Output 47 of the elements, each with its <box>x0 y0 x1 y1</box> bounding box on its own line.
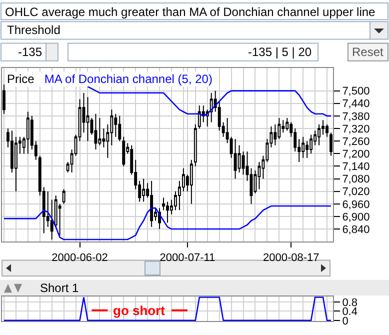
candlestick <box>310 134 313 154</box>
y-tick-label: 6,840 <box>342 224 370 236</box>
y-tick-label: 6,960 <box>342 198 370 211</box>
y-tick-label: 7,320 <box>342 123 370 136</box>
candlestick <box>150 180 154 228</box>
x-tick-label: 2000-06-02 <box>52 252 108 264</box>
series-label: MA of Donchian channel (5, 20) <box>44 72 212 86</box>
candlestick <box>210 92 213 123</box>
candlestick <box>194 124 197 167</box>
candlestick <box>62 188 66 204</box>
y-tick-label: 7,020 <box>342 186 370 198</box>
y-tick-label: 7,200 <box>342 148 370 160</box>
x-tick-label: 2000-07-11 <box>160 252 216 264</box>
candlestick <box>98 118 102 146</box>
series-label: Price <box>7 72 35 86</box>
line-series <box>3 205 332 240</box>
candlestick <box>26 111 30 154</box>
y-tick-label: 6,900 <box>342 211 370 224</box>
candlestick <box>86 96 90 142</box>
y-tick-label: 7,080 <box>342 174 370 186</box>
candlestick <box>94 113 98 150</box>
y-tick-label: 7,260 <box>342 136 370 148</box>
y-tick-label: 7,500 <box>342 86 370 98</box>
candlestick <box>122 136 126 167</box>
text: Threshold <box>7 23 60 37</box>
text: Reset <box>352 45 384 59</box>
text: -135 <box>18 45 42 59</box>
candlestick <box>198 104 201 130</box>
candlestick <box>326 124 328 138</box>
candlestick <box>190 159 193 204</box>
y-tick-label: 7,140 <box>342 161 370 174</box>
candlestick <box>234 138 237 180</box>
candlestick <box>2 84 6 114</box>
line-series <box>87 86 332 117</box>
candlestick <box>118 115 122 142</box>
text: -135 | 5 | 20 <box>248 45 312 59</box>
y-tick-label: 7,380 <box>342 110 370 123</box>
candlestick <box>166 201 169 224</box>
chart-title: OHLC average much greater than MA of Donchian channel upper line <box>5 5 376 20</box>
candlestick <box>142 178 146 202</box>
x-tick-label: 2000-08-17 <box>262 252 320 264</box>
candlestick <box>302 136 305 158</box>
annotation: go short <box>113 303 166 318</box>
chart-title: Short 1 <box>40 281 80 295</box>
candlestick <box>318 124 321 146</box>
y-tick-label: 7,440 <box>342 98 370 110</box>
y-tick-label: 0 <box>342 315 348 328</box>
